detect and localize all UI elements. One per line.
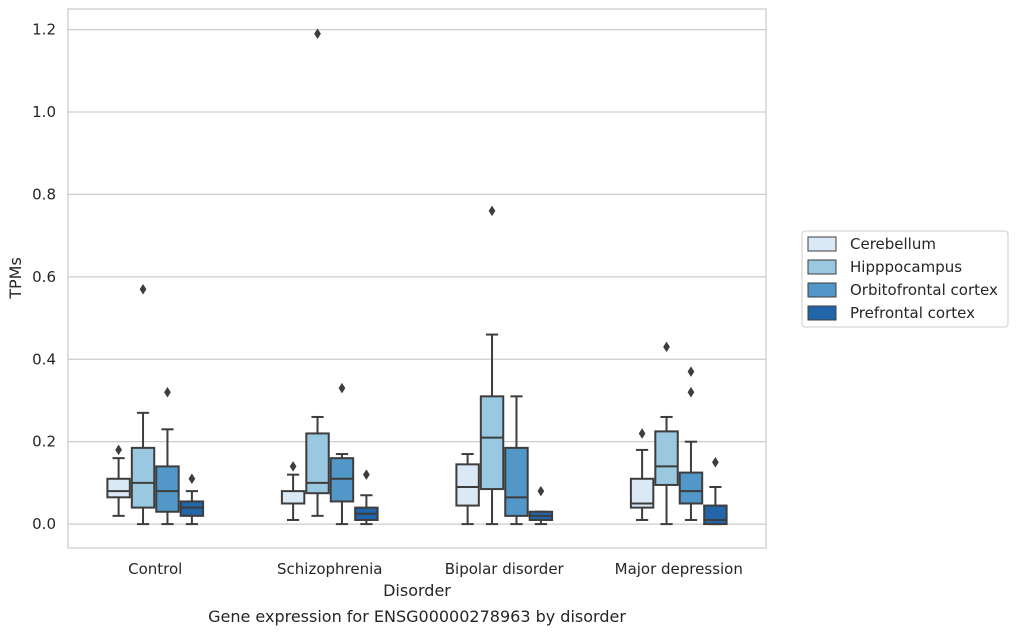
box <box>155 386 180 526</box>
x-tick-labels: Control Schizophrenia Bipolar disorder Majo… <box>128 560 743 578</box>
box <box>106 444 131 517</box>
y-tick-label: 0.8 <box>32 185 56 203</box>
box <box>354 469 379 526</box>
x-axis-title: Disorder <box>383 581 451 600</box>
outlier-point <box>488 205 496 217</box>
gridlines <box>68 28 766 525</box>
legend-swatch <box>807 282 837 298</box>
legend-label: Hipppocampus <box>850 258 962 276</box>
outlier-point <box>289 461 297 472</box>
legend-label: Cerebellum <box>850 235 936 253</box>
box-body <box>305 432 330 495</box>
box-body <box>455 463 480 507</box>
outlier-point <box>164 386 171 398</box>
y-tick-label: 1.2 <box>32 21 56 39</box>
outlier-point <box>363 469 370 480</box>
chart-caption: Gene expression for ENSG00000278963 by d… <box>208 607 626 626</box>
box-body <box>479 395 505 491</box>
legend: Cerebellum Hipppocampus Orbitofrontal cort… <box>801 230 1009 328</box>
plot-frame <box>67 8 767 549</box>
legend-swatch <box>807 305 837 321</box>
box-body <box>504 446 529 517</box>
outlier-point <box>638 428 646 439</box>
legend-swatch <box>807 259 837 275</box>
box <box>504 395 529 526</box>
box <box>629 428 655 521</box>
y-tick-label: 0.2 <box>32 433 56 451</box>
box <box>678 366 704 521</box>
boxes <box>106 28 728 526</box>
box-body <box>629 477 655 509</box>
x-tick-label: Major depression <box>615 560 743 578</box>
y-tick-label: 0.0 <box>32 515 56 533</box>
box-body <box>654 430 679 486</box>
y-axis-title: TPMs <box>6 257 25 300</box>
box-body <box>155 465 180 513</box>
box-body <box>179 500 205 517</box>
outlier-point <box>687 366 695 377</box>
box-body <box>329 457 355 503</box>
outlier-point <box>537 485 545 497</box>
y-tick-labels: 0.0 0.2 0.4 0.6 0.8 1.0 1.2 <box>32 21 56 533</box>
x-tick-label: Control <box>128 560 182 578</box>
y-tick-label: 0.4 <box>32 350 56 368</box>
legend-label: Orbitofrontal cortex <box>850 281 998 299</box>
box <box>179 473 205 526</box>
box <box>455 453 480 526</box>
box <box>280 461 306 521</box>
legend-swatch <box>807 236 837 252</box>
box <box>479 205 505 526</box>
y-tick-label: 0.6 <box>32 268 56 286</box>
box-body <box>280 490 306 505</box>
outlier-point <box>139 283 147 295</box>
box-body <box>678 471 704 505</box>
box <box>130 283 156 526</box>
box <box>654 341 679 526</box>
box <box>703 457 728 526</box>
y-tick-label: 1.0 <box>32 103 56 121</box>
outlier-point <box>188 473 196 485</box>
x-tick-label: Bipolar disorder <box>445 560 565 578</box>
box-body <box>106 477 131 499</box>
x-tick-label: Schizophrenia <box>277 560 382 578</box>
outlier-point <box>338 382 346 394</box>
outlier-point <box>687 386 695 398</box>
outlier-point <box>663 341 670 353</box>
legend-label: Prefrontal cortex <box>850 304 975 322</box>
box-body <box>703 504 728 526</box>
legend-frame <box>801 230 1009 328</box>
box <box>528 485 554 526</box>
outlier-point <box>314 28 321 39</box>
box-body <box>130 446 156 509</box>
outlier-point <box>712 457 719 468</box>
outlier-point <box>115 444 122 456</box>
box <box>305 28 330 517</box>
box <box>329 382 355 526</box>
